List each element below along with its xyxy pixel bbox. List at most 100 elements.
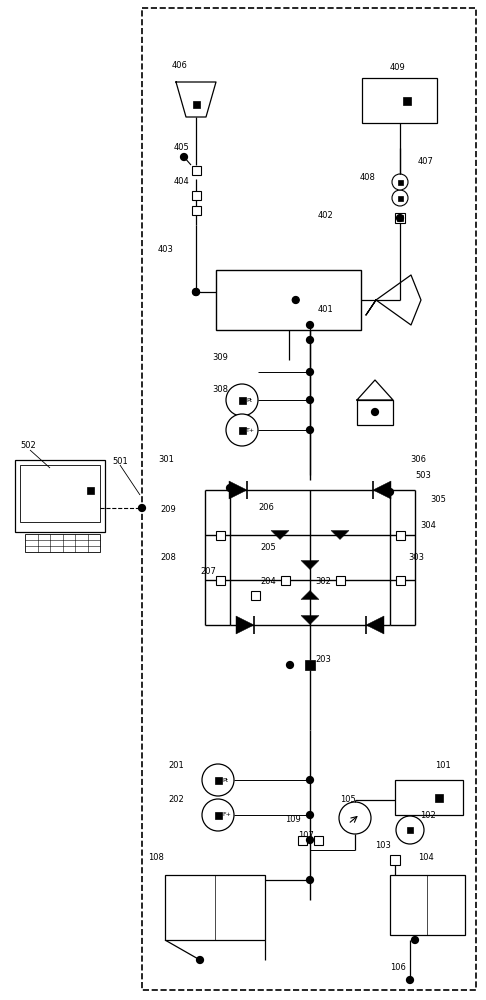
Text: 501: 501 bbox=[112, 458, 128, 466]
Text: 302: 302 bbox=[315, 578, 331, 586]
Text: 209: 209 bbox=[160, 506, 176, 514]
Ellipse shape bbox=[383, 780, 407, 815]
Text: Pt: Pt bbox=[246, 397, 252, 402]
Text: 202: 202 bbox=[168, 796, 184, 804]
Polygon shape bbox=[331, 530, 349, 540]
Text: 308: 308 bbox=[212, 385, 228, 394]
Polygon shape bbox=[366, 616, 384, 634]
Text: 306: 306 bbox=[410, 456, 426, 464]
Circle shape bbox=[307, 776, 313, 784]
Text: 203: 203 bbox=[315, 656, 331, 664]
Bar bbox=[250, 590, 260, 599]
Text: 201: 201 bbox=[168, 760, 184, 770]
Bar bbox=[215, 576, 225, 584]
Text: 301: 301 bbox=[158, 456, 174, 464]
Text: 305: 305 bbox=[430, 495, 446, 504]
Circle shape bbox=[192, 288, 199, 296]
Bar bbox=[87, 487, 93, 493]
Text: 408: 408 bbox=[360, 174, 376, 182]
Bar bbox=[165, 875, 265, 940]
Circle shape bbox=[397, 215, 403, 222]
Text: 304: 304 bbox=[420, 520, 436, 530]
Bar bbox=[214, 812, 222, 818]
Circle shape bbox=[392, 174, 408, 190]
Bar bbox=[398, 180, 402, 184]
Text: 309: 309 bbox=[212, 354, 228, 362]
Circle shape bbox=[180, 153, 188, 160]
Circle shape bbox=[307, 426, 313, 434]
Bar bbox=[390, 855, 400, 865]
Polygon shape bbox=[373, 481, 391, 499]
Circle shape bbox=[386, 488, 394, 495]
Text: 207: 207 bbox=[200, 568, 216, 576]
Circle shape bbox=[192, 288, 199, 296]
Polygon shape bbox=[229, 481, 247, 499]
Text: 205: 205 bbox=[260, 544, 276, 552]
Text: 104: 104 bbox=[418, 854, 434, 862]
Polygon shape bbox=[301, 560, 319, 570]
Circle shape bbox=[307, 322, 313, 328]
Circle shape bbox=[307, 876, 313, 884]
Text: 404: 404 bbox=[174, 178, 190, 186]
Bar bbox=[362, 78, 437, 123]
Polygon shape bbox=[301, 590, 319, 599]
Polygon shape bbox=[357, 380, 393, 400]
Bar bbox=[25, 534, 100, 552]
Text: 108: 108 bbox=[148, 854, 164, 862]
Bar bbox=[191, 165, 201, 174]
Text: 402: 402 bbox=[318, 211, 334, 220]
Text: 206: 206 bbox=[258, 504, 274, 512]
Bar bbox=[239, 426, 245, 434]
Bar bbox=[397, 215, 403, 221]
Bar bbox=[215, 530, 225, 540]
Circle shape bbox=[392, 190, 408, 206]
Text: 103: 103 bbox=[375, 840, 391, 850]
Polygon shape bbox=[176, 82, 216, 117]
Bar bbox=[20, 465, 100, 522]
Circle shape bbox=[202, 764, 234, 796]
Circle shape bbox=[292, 296, 299, 304]
Bar bbox=[407, 827, 413, 833]
Text: 105: 105 bbox=[340, 796, 356, 804]
Circle shape bbox=[307, 336, 313, 344]
Text: 405: 405 bbox=[174, 143, 190, 152]
Bar bbox=[297, 836, 307, 844]
Circle shape bbox=[406, 976, 414, 984]
Text: T+: T+ bbox=[246, 428, 255, 432]
Text: 406: 406 bbox=[172, 60, 188, 70]
Bar bbox=[191, 206, 201, 215]
Circle shape bbox=[307, 836, 313, 844]
Bar bbox=[313, 836, 323, 844]
Bar bbox=[214, 776, 222, 784]
Circle shape bbox=[307, 812, 313, 818]
Text: 503: 503 bbox=[415, 471, 431, 480]
Circle shape bbox=[226, 384, 258, 416]
Bar bbox=[395, 213, 405, 223]
Text: 403: 403 bbox=[158, 245, 174, 254]
Bar bbox=[396, 576, 404, 584]
Circle shape bbox=[287, 662, 294, 668]
Bar bbox=[305, 660, 315, 670]
Text: 106: 106 bbox=[390, 964, 406, 972]
Bar bbox=[398, 196, 402, 200]
Bar bbox=[192, 101, 199, 108]
Text: Pt: Pt bbox=[222, 778, 228, 782]
Circle shape bbox=[412, 936, 418, 944]
Circle shape bbox=[339, 802, 371, 834]
Circle shape bbox=[139, 504, 145, 512]
Bar bbox=[396, 530, 404, 540]
Text: 407: 407 bbox=[418, 157, 434, 166]
Ellipse shape bbox=[348, 78, 376, 123]
Text: 208: 208 bbox=[160, 554, 176, 562]
Bar bbox=[216, 270, 361, 330]
Bar bbox=[239, 396, 245, 403]
Text: 109: 109 bbox=[285, 816, 301, 824]
Text: 502: 502 bbox=[20, 440, 36, 450]
Bar bbox=[191, 190, 201, 200]
Bar bbox=[357, 400, 393, 425]
Bar bbox=[390, 875, 465, 935]
Polygon shape bbox=[301, 615, 319, 624]
Text: 409: 409 bbox=[390, 64, 406, 73]
Bar bbox=[335, 576, 345, 584]
Circle shape bbox=[196, 956, 204, 964]
